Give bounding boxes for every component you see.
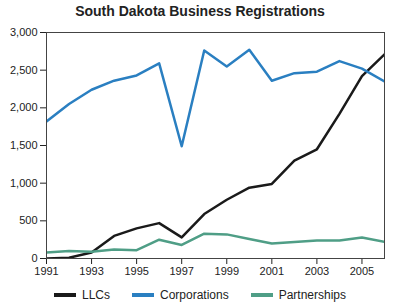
svg-text:3,000: 3,000 (10, 26, 38, 38)
html-text:Corporations: Corporations (160, 288, 229, 302)
svg-text:1993: 1993 (79, 265, 103, 277)
svg-text:1995: 1995 (124, 265, 148, 277)
html-text:LLCs: LLCs (82, 288, 110, 302)
svg-text:2001: 2001 (260, 265, 284, 277)
svg-text:2,500: 2,500 (10, 64, 38, 76)
svg-text:2,000: 2,000 (10, 101, 38, 113)
svg-text:1999: 1999 (215, 265, 239, 277)
svg-text:0: 0 (31, 252, 37, 264)
svg-text:1997: 1997 (169, 265, 193, 277)
svg-text:500: 500 (19, 214, 37, 226)
svg-text:1,000: 1,000 (10, 177, 38, 189)
html-text:South Dakota Business Registra: South Dakota Business Registrations (75, 3, 325, 19)
html-text:Partnerships: Partnerships (278, 288, 346, 302)
svg-text:1,500: 1,500 (10, 139, 38, 151)
svg-text:2005: 2005 (350, 265, 374, 277)
svg-text:1991: 1991 (34, 265, 58, 277)
svg-text:2003: 2003 (305, 265, 329, 277)
